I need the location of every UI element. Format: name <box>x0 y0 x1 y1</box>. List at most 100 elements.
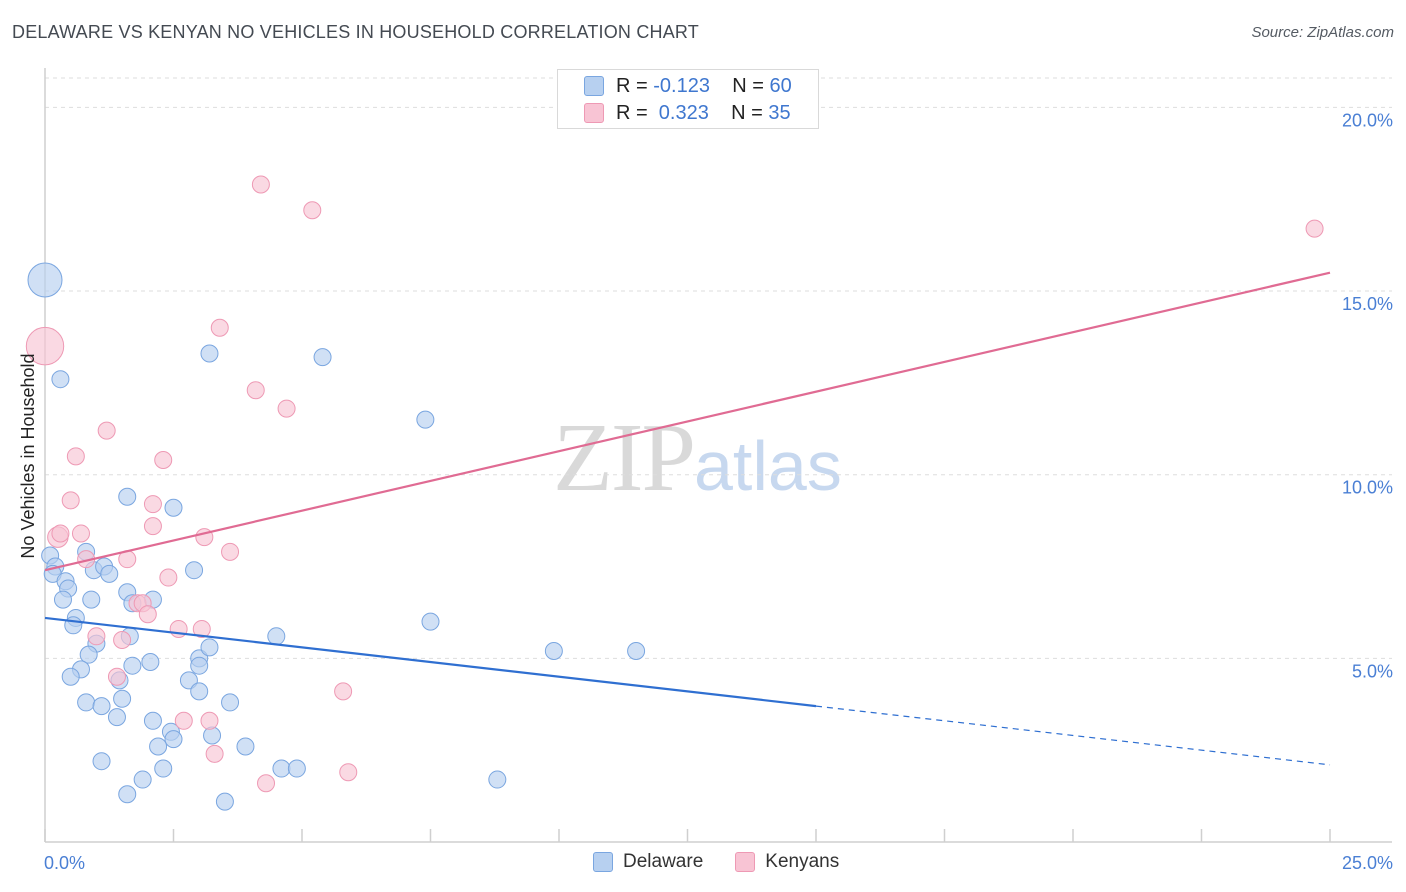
delaware-point <box>118 487 137 506</box>
legend-n-label: N = <box>731 101 769 124</box>
kenyans-trend-line <box>44 271 1331 572</box>
kenyans-swatch <box>735 852 756 872</box>
delaware-swatch <box>593 852 613 872</box>
delaware-point <box>200 638 219 657</box>
kenyans-point <box>221 542 240 561</box>
delaware-trend-extension <box>815 705 1331 766</box>
watermark-atlas: atlas <box>694 427 842 505</box>
kenyans-point <box>251 175 270 194</box>
axes <box>44 68 1392 843</box>
y-axis-label: No Vehicles in Household <box>18 353 38 558</box>
y-tick-label: 5.0% <box>1352 661 1393 681</box>
source-credit: Source: ZipAtlas.com <box>1251 24 1394 41</box>
kenyans-point <box>154 451 173 469</box>
delaware-point <box>200 344 219 363</box>
delaware-point <box>236 737 255 756</box>
series-legend: Delaware Kenyans <box>593 851 871 873</box>
kenyans-point <box>97 421 116 440</box>
correlation-legend: R = -0.123 N = 60 R = 0.323 N = 35 <box>557 69 819 129</box>
kenyans-point <box>200 711 219 730</box>
kenyans-point <box>246 381 265 400</box>
kenyans-point <box>66 447 85 466</box>
watermark-zip: ZIP <box>553 404 696 512</box>
delaware-point <box>149 737 168 756</box>
kenyans-point <box>113 630 132 649</box>
delaware-point <box>190 656 209 675</box>
kenyans-point <box>143 517 162 536</box>
delaware-point <box>118 785 137 804</box>
delaware-point <box>215 792 234 811</box>
delaware-point <box>421 612 440 631</box>
legend-n-label: N = <box>732 74 770 97</box>
kenyans-point <box>143 495 162 514</box>
delaware-point <box>100 564 119 583</box>
kenyans-point <box>51 524 70 543</box>
delaware-point <box>133 770 152 789</box>
chart-title: DELAWARE VS KENYAN NO VEHICLES IN HOUSEH… <box>12 22 699 42</box>
legend-r-label: R = <box>616 101 654 124</box>
gridlines <box>45 77 1392 659</box>
delaware-point <box>267 627 286 646</box>
kenyans-point <box>257 774 276 793</box>
delaware-point <box>287 759 306 778</box>
delaware-point <box>164 498 183 517</box>
delaware-point <box>77 693 96 712</box>
legend-r-label: R = <box>616 74 654 97</box>
legend-label-kenyans: Kenyans <box>765 851 840 872</box>
legend-r-value: -0.123 <box>653 74 710 97</box>
y-tick-label: 10.0% <box>1342 478 1393 498</box>
legend-r-value: 0.323 <box>653 101 709 124</box>
kenyans-point <box>1305 219 1324 238</box>
kenyans-point <box>192 619 211 638</box>
kenyans-point <box>210 318 229 337</box>
kenyans-point <box>277 399 296 418</box>
legend-n-value: 35 <box>768 101 791 124</box>
delaware-point <box>143 711 162 730</box>
delaware-point <box>51 370 70 389</box>
y-tick-label: 20.0% <box>1342 110 1393 130</box>
watermark: ZIPatlas <box>553 402 842 514</box>
delaware-point <box>221 693 240 712</box>
kenyans-point <box>61 491 80 510</box>
series-kenyans-points <box>25 175 1324 793</box>
delaware-point <box>179 671 198 690</box>
delaware-point <box>416 410 435 429</box>
delaware-point <box>79 645 98 664</box>
delaware-point <box>113 689 132 708</box>
kenyans-point <box>334 682 353 701</box>
kenyans-point <box>205 744 224 763</box>
kenyans-point <box>87 627 106 646</box>
delaware-point <box>203 726 222 745</box>
delaware-point <box>53 590 72 609</box>
delaware-point <box>313 348 332 367</box>
kenyans-point <box>25 326 65 366</box>
kenyans-swatch <box>584 103 604 123</box>
delaware-point <box>272 759 291 778</box>
legend-item-delaware: Delaware <box>593 851 703 873</box>
legend-label-delaware: Delaware <box>623 851 704 872</box>
y-tick-label: 15.0% <box>1342 294 1393 314</box>
delaware-point <box>107 708 126 727</box>
kenyans-point <box>159 568 178 587</box>
delaware-point <box>123 656 142 675</box>
tick-labels: 5.0% 10.0% 15.0% 20.0% 0.0% 25.0% <box>44 110 1393 873</box>
delaware-point <box>488 770 507 789</box>
delaware-point <box>164 730 183 749</box>
delaware-swatch <box>584 76 604 96</box>
delaware-point <box>185 561 204 580</box>
legend-row-kenyans: R = 0.323 N = 35 <box>584 100 791 126</box>
delaware-point <box>27 262 63 298</box>
delaware-point <box>190 682 209 701</box>
kenyans-point <box>303 201 322 220</box>
legend-n-value: 60 <box>769 74 792 97</box>
kenyans-point <box>138 605 157 624</box>
kenyans-point <box>339 763 358 782</box>
legend-row-delaware: R = -0.123 N = 60 <box>584 73 792 99</box>
delaware-point <box>92 697 111 716</box>
delaware-point <box>92 752 111 771</box>
trend-lines <box>44 271 1331 766</box>
delaware-point <box>154 759 173 778</box>
kenyans-point <box>107 667 126 686</box>
x-tick-label: 0.0% <box>44 853 85 873</box>
